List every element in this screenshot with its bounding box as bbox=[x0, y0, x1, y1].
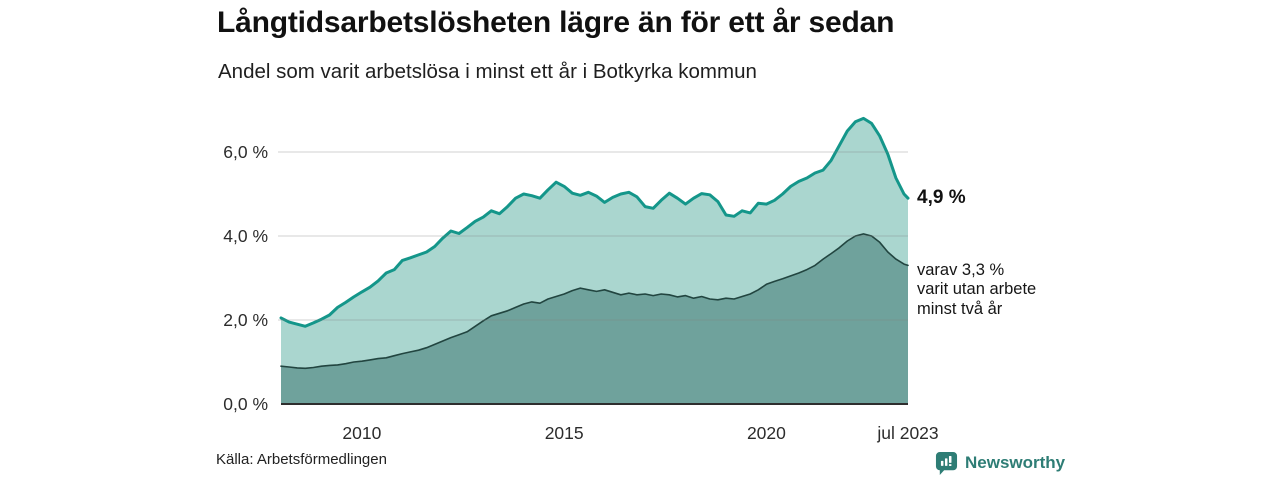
x-tick-label: 2020 bbox=[746, 423, 786, 443]
x-tick-label: jul 2023 bbox=[877, 423, 939, 443]
newsworthy-bubble-chart-icon bbox=[935, 451, 958, 475]
annotation-line: varit utan arbete bbox=[917, 280, 1037, 299]
series-line-2 bbox=[280, 233, 909, 370]
y-tick-label: 0,0 % bbox=[223, 394, 268, 414]
x-tick-label: 2010 bbox=[342, 423, 382, 443]
y-tick-label: 4,0 % bbox=[223, 226, 268, 246]
annotation-line: minst två år bbox=[917, 299, 1003, 318]
source-attribution: Källa: Arbetsförmedlingen bbox=[216, 451, 387, 468]
chart-subtitle: Andel som varit arbetslösa i minst ett å… bbox=[218, 60, 757, 83]
x-tick-label: 2015 bbox=[544, 423, 584, 443]
chart-title: Långtidsarbetslösheten lägre än för ett … bbox=[217, 6, 895, 39]
series-line-1 bbox=[279, 116, 910, 328]
y-tick-label: 2,0 % bbox=[223, 310, 268, 330]
brand-name: Newsworthy bbox=[965, 453, 1066, 472]
brand-logo: Newsworthy bbox=[935, 450, 1065, 476]
annotation-line: varav 3,3 % bbox=[917, 261, 1005, 279]
secondary-series-annotation: varav 3,3 % varit utan arbete minst två … bbox=[917, 261, 1036, 319]
latest-value-label: 4,9 % bbox=[917, 187, 966, 208]
series-area-2 bbox=[281, 233, 908, 404]
y-tick-label: 6,0 % bbox=[223, 142, 268, 162]
